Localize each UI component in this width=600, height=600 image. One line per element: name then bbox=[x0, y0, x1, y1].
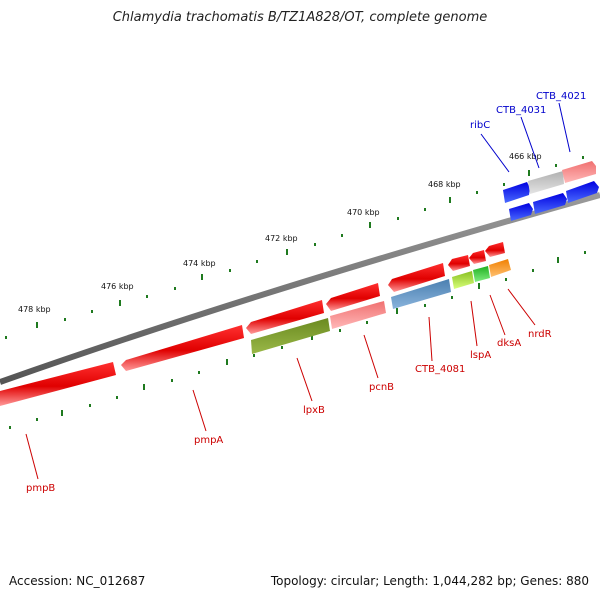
feature-ctb4031[interactable] bbox=[528, 171, 564, 194]
feature-ctb4081-red[interactable] bbox=[388, 263, 445, 292]
feature-lpxb-red[interactable] bbox=[246, 300, 324, 334]
gene-label-lpxb: lpxB bbox=[303, 405, 325, 416]
feature-ctb4021[interactable] bbox=[562, 161, 596, 183]
feature-pmpb[interactable] bbox=[0, 362, 116, 406]
scale-label-476: 476 kbp bbox=[101, 282, 134, 291]
feature-lpxb[interactable] bbox=[251, 318, 330, 354]
scale-label-470: 470 kbp bbox=[347, 208, 380, 217]
feature-lspa-red[interactable] bbox=[448, 255, 470, 271]
outer-tick-row bbox=[5, 156, 584, 339]
scale-label-472: 472 kbp bbox=[265, 234, 298, 243]
feature-dksa-red[interactable] bbox=[469, 250, 486, 264]
feature-pcnb[interactable] bbox=[330, 301, 386, 329]
forward-leaders bbox=[480, 102, 571, 173]
topology-text: Topology: circular; Length: 1,044,282 bp… bbox=[270, 574, 589, 588]
genome-backbone bbox=[0, 192, 600, 385]
gene-label-pmpb: pmpB bbox=[26, 483, 55, 494]
reverse-features bbox=[0, 242, 511, 406]
feature-pmpa[interactable] bbox=[121, 325, 244, 371]
feature-dksa[interactable] bbox=[473, 266, 490, 282]
gene-label-nrdr: nrdR bbox=[528, 329, 552, 340]
gene-label-pcnb: pcnB bbox=[369, 382, 394, 393]
scale-label-466: 466 kbp bbox=[509, 152, 542, 161]
forward-features bbox=[503, 161, 599, 221]
gene-label-lspa: lspA bbox=[470, 350, 491, 361]
gene-label-ribc: ribC bbox=[470, 120, 490, 131]
feature-pcnb-red[interactable] bbox=[326, 283, 380, 311]
feature-nrdr-red[interactable] bbox=[485, 242, 505, 257]
gene-label-ctb4081: CTB_4081 bbox=[415, 364, 465, 375]
scale-label-468: 468 kbp bbox=[428, 180, 461, 189]
gene-label-ctb4021: CTB_4021 bbox=[536, 91, 586, 102]
inner-tick-row bbox=[9, 251, 586, 429]
gene-label-dksa: dksA bbox=[497, 338, 521, 349]
feature-blue-inner-1[interactable] bbox=[509, 203, 533, 221]
feature-ctb4081[interactable] bbox=[391, 279, 451, 309]
accession-text: Accession: NC_012687 bbox=[9, 574, 146, 588]
feature-blue-inner-3[interactable] bbox=[566, 181, 599, 203]
reverse-leaders bbox=[25, 288, 536, 480]
feature-nrdr[interactable] bbox=[489, 259, 511, 277]
scale-label-478: 478 kbp bbox=[18, 305, 51, 314]
feature-blue-inner-2[interactable] bbox=[533, 193, 567, 214]
gene-label-pmpa: pmpA bbox=[194, 435, 223, 446]
feature-lspa[interactable] bbox=[452, 271, 474, 289]
gene-label-ctb4031: CTB_4031 bbox=[496, 105, 546, 116]
map-title: Chlamydia trachomatis B/TZ1A828/OT, comp… bbox=[112, 10, 488, 25]
feature-ribc[interactable] bbox=[503, 182, 530, 203]
scale-label-474: 474 kbp bbox=[183, 259, 216, 268]
